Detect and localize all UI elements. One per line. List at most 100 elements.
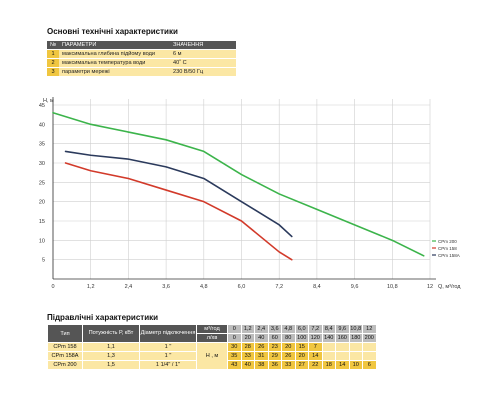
specs-row-num: 1	[47, 49, 59, 59]
hydraulic-row-diameter: 1 1/4" / 1"	[139, 360, 197, 370]
hydraulic-q-lmin-value: 180	[348, 333, 363, 343]
hydraulic-row-type: CPm 200	[47, 360, 83, 370]
specs-row-param: максимальна температура води	[59, 58, 170, 68]
hydraulic-q-lmin-value: 40	[254, 333, 269, 343]
specs-row-value: 230 В/50 Гц	[170, 67, 236, 76]
x-tick-label: 7,2	[275, 284, 283, 290]
hydraulic-h-value: 27	[294, 360, 309, 370]
hydraulic-h-value: 20	[281, 342, 296, 352]
legend-label: CPm 158	[438, 246, 457, 251]
hydraulic-title: Підравлічні характеристики	[47, 313, 159, 322]
hydraulic-h-value	[348, 342, 363, 352]
hydraulic-header-row: Тип Потужність Р, кВт Діаметр підключення м…	[47, 324, 377, 343]
y-tick-label: 10	[39, 238, 45, 244]
x-tick-label: 12	[427, 284, 433, 290]
hydraulic-q-unit-lmin: л/хв	[196, 333, 228, 343]
hydraulic-row: CPm 200 1,5 1 1/4" / 1" 43 40 38 36 33 27 22 18 14 1…	[47, 360, 377, 370]
y-tick-label: 30	[39, 161, 45, 167]
specs-header-row: № ПАРАМЕТРИ ЗНАЧЕННЯ	[47, 41, 236, 50]
hydraulic-q-value: 4,8	[281, 324, 296, 334]
hydraulic-h-value	[321, 351, 336, 361]
specs-table: № ПАРАМЕТРИ ЗНАЧЕННЯ 1 максимальна глиби…	[47, 41, 236, 76]
specs-row-value: 6 м	[170, 49, 236, 59]
hydraulic-q-value: 1,2	[240, 324, 255, 334]
x-tick-label: 4,8	[200, 284, 208, 290]
hydraulic-h-value: 7	[308, 342, 323, 352]
hydraulic-row-power: 1,1	[82, 342, 140, 352]
hydraulic-row-power: 1,5	[82, 360, 140, 370]
y-tick-label: 40	[39, 122, 45, 128]
y-tick-label: 45	[39, 103, 45, 109]
hydraulic-h-value: 20	[294, 351, 309, 361]
hydraulic-q-lmin-value: 120	[308, 333, 323, 343]
hydraulic-header-power: Потужність Р, кВт	[82, 324, 140, 343]
hydraulic-q-lmin-value: 20	[240, 333, 255, 343]
hydraulic-h-value: 36	[267, 360, 282, 370]
hydraulic-h-value: 31	[254, 351, 269, 361]
hydraulic-h-value	[348, 351, 363, 361]
y-tick-label: 25	[39, 180, 45, 186]
hydraulic-q-lmin-value: 0	[227, 333, 242, 343]
hydraulic-h-value: 33	[240, 351, 255, 361]
hydraulic-row-type: CPm 158	[47, 342, 83, 352]
hydraulic-q-value: 2,4	[254, 324, 269, 334]
specs-row: 1 максимальна глибина підйому води 6 м	[47, 49, 236, 59]
specs-row-param: параметри мережі	[59, 67, 170, 76]
y-tick-label: 5	[42, 258, 45, 264]
specs-row: 3 параметри мережі 230 В/50 Гц	[47, 67, 236, 76]
series-line	[64, 150, 293, 238]
hydraulic-h-value	[335, 351, 350, 361]
specs-row-num: 3	[47, 67, 59, 76]
hydraulic-h-value: 14	[335, 360, 350, 370]
hydraulic-h-label: Н , м	[196, 342, 228, 370]
specs-header-num: №	[47, 41, 59, 50]
hydraulic-q-value: 8,4	[321, 324, 336, 334]
hydraulic-h-value: 38	[254, 360, 269, 370]
hydraulic-row-type: CPm 158A	[47, 351, 83, 361]
specs-header-param: ПАРАМЕТРИ	[59, 41, 170, 50]
hydraulic-q-lmin-value: 140	[321, 333, 336, 343]
hydraulic-row: CPm 158 1,1 1 " Н , м 30 28 26 23 20 15 7	[47, 342, 377, 370]
x-tick-label: 8,4	[313, 284, 321, 290]
specs-title: Основні технічні характеристики	[47, 27, 178, 36]
hydraulic-row-power: 1,3	[82, 351, 140, 361]
hydraulic-h-value: 40	[240, 360, 255, 370]
hydraulic-header-diameter: Діаметр підключення	[139, 324, 197, 343]
hydraulic-h-value	[362, 351, 377, 361]
specs-row-num: 2	[47, 58, 59, 68]
x-tick-label: 2,4	[125, 284, 133, 290]
hydraulic-q-value: 10,8	[348, 324, 363, 334]
hydraulic-q-lmin-value: 100	[294, 333, 309, 343]
hydraulic-row-diameter: 1 "	[139, 342, 197, 352]
x-tick-label: 6,0	[238, 284, 246, 290]
x-axis-label: Q, м³/год	[438, 284, 461, 290]
hydraulic-q-lmin-value: 80	[281, 333, 296, 343]
legend-label: CPm 200	[438, 239, 457, 244]
x-tick-label: 9,6	[351, 284, 359, 290]
hydraulic-h-value: 14	[308, 351, 323, 361]
x-tick-label: 3,6	[162, 284, 170, 290]
hydraulic-h-value: 26	[254, 342, 269, 352]
series-line	[64, 162, 293, 261]
specs-row: 2 максимальна температура води 40˚ С	[47, 58, 236, 68]
hydraulic-h-value	[335, 342, 350, 352]
hydraulic-h-value	[321, 342, 336, 352]
hydraulic-h-value: 22	[308, 360, 323, 370]
hydraulic-q-value: 6,0	[294, 324, 309, 334]
hydraulic-q-value: 9,6	[335, 324, 350, 334]
series-line	[52, 111, 425, 257]
hydraulic-h-value: 30	[227, 342, 242, 352]
y-tick-label: 35	[39, 142, 45, 148]
hydraulic-q-value: 0	[227, 324, 242, 334]
hydraulic-q-value: 7,2	[308, 324, 323, 334]
specs-header-value: ЗНАЧЕННЯ	[170, 41, 236, 50]
hydraulic-h-value: 33	[281, 360, 296, 370]
hydraulic-h-value: 35	[227, 351, 242, 361]
hydraulic-row-diameter: 1 "	[139, 351, 197, 361]
hydraulic-h-value: 28	[240, 342, 255, 352]
y-axis-label: H, м	[43, 98, 54, 104]
hydraulic-header-type: Тип	[47, 324, 83, 343]
x-tick-label: 10,8	[387, 284, 398, 290]
hydraulic-q-value: 3,6	[267, 324, 282, 334]
hydraulic-h-value: 26	[281, 351, 296, 361]
